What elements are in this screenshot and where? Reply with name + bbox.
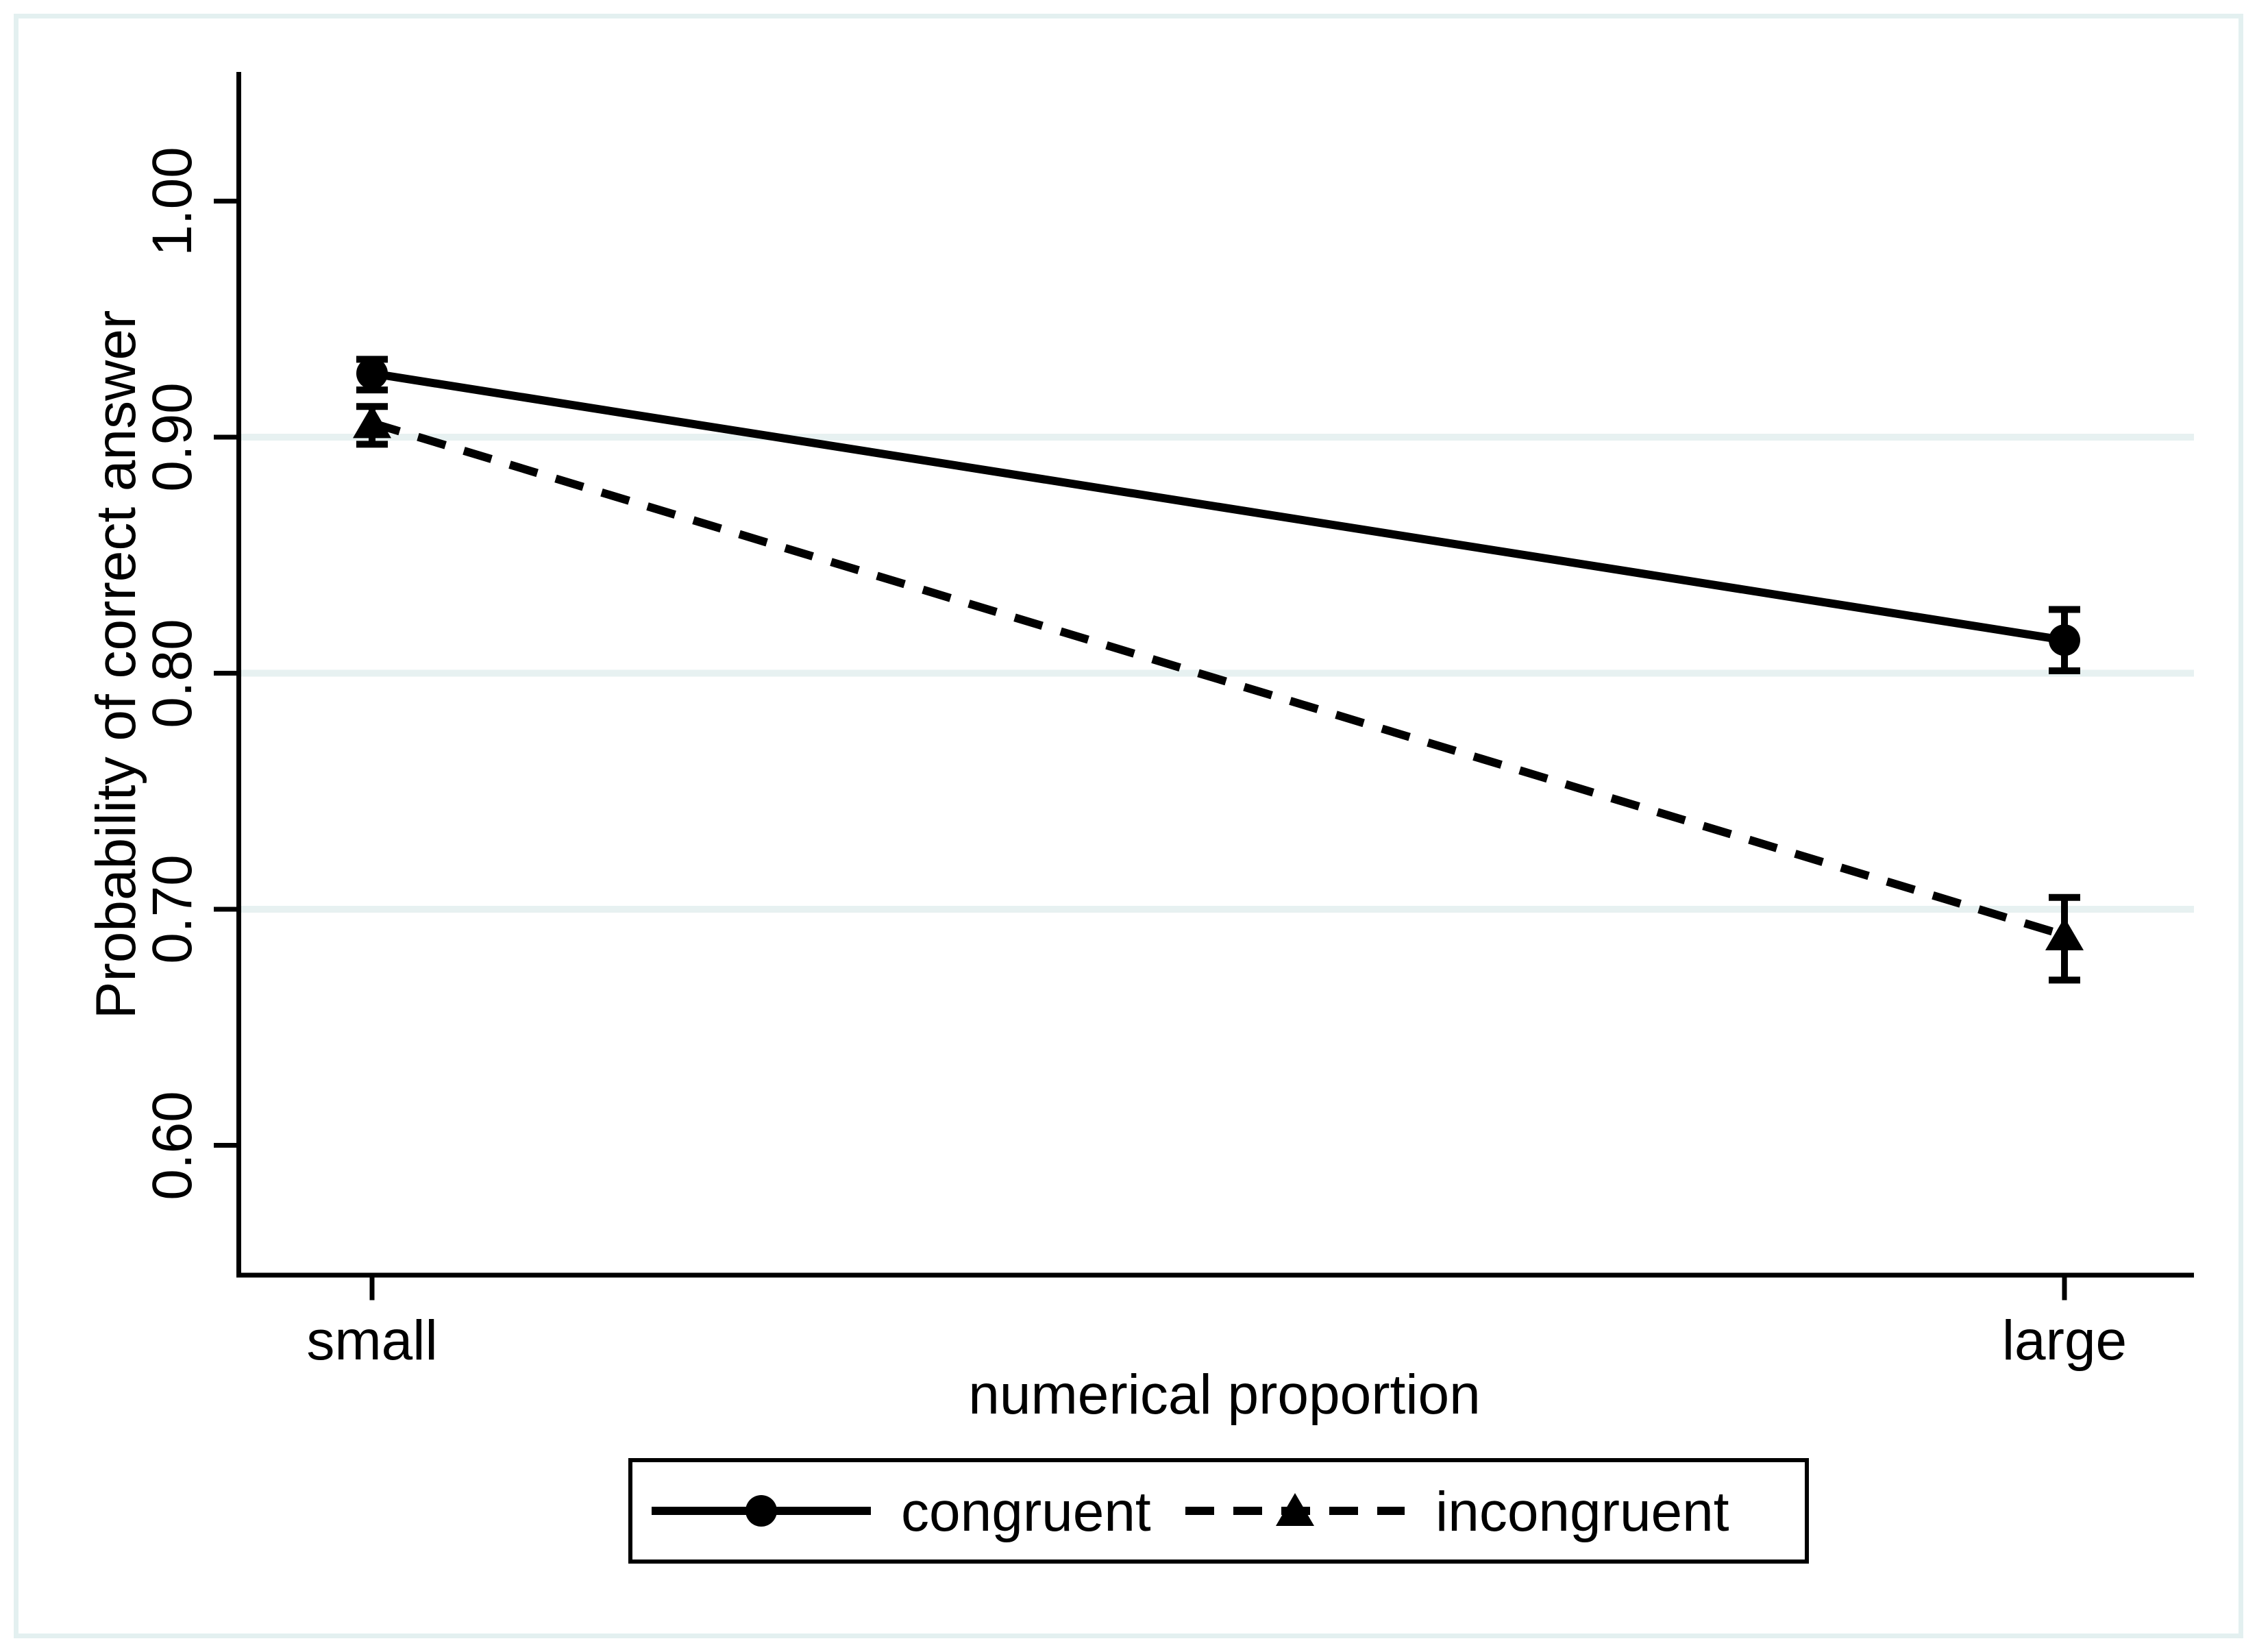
series-line-congruent	[371, 369, 2065, 645]
legend-circle-icon	[745, 1495, 777, 1527]
marker-triangle-incongruent	[2045, 917, 2084, 950]
y-tick-label: 1.00	[141, 146, 204, 256]
marker-circle-congruent	[356, 357, 388, 389]
legend-label-incongruent: incongruent	[1435, 1481, 1729, 1543]
marker-triangle-incongruent	[353, 405, 391, 439]
y-tick-label: 0.70	[141, 854, 204, 964]
x-tick-label-small: small	[306, 1309, 438, 1372]
y-axis-title: Probability of correct answer	[85, 310, 147, 1020]
figure-border	[14, 14, 2243, 1638]
x-tick-label-large: large	[2001, 1309, 2128, 1372]
legend-triangle-icon	[1276, 1493, 1314, 1526]
y-tick-label: 0.60	[141, 1090, 204, 1200]
legend-label-congruent: congruent	[901, 1481, 1151, 1543]
series-line-incongruent	[371, 419, 2066, 939]
y-tick-label: 0.90	[141, 382, 204, 492]
marker-circle-congruent	[2049, 624, 2080, 656]
y-tick-label: 0.80	[141, 618, 204, 728]
x-axis-title: numerical proportion	[968, 1364, 1481, 1426]
legend-box	[628, 1458, 1809, 1564]
